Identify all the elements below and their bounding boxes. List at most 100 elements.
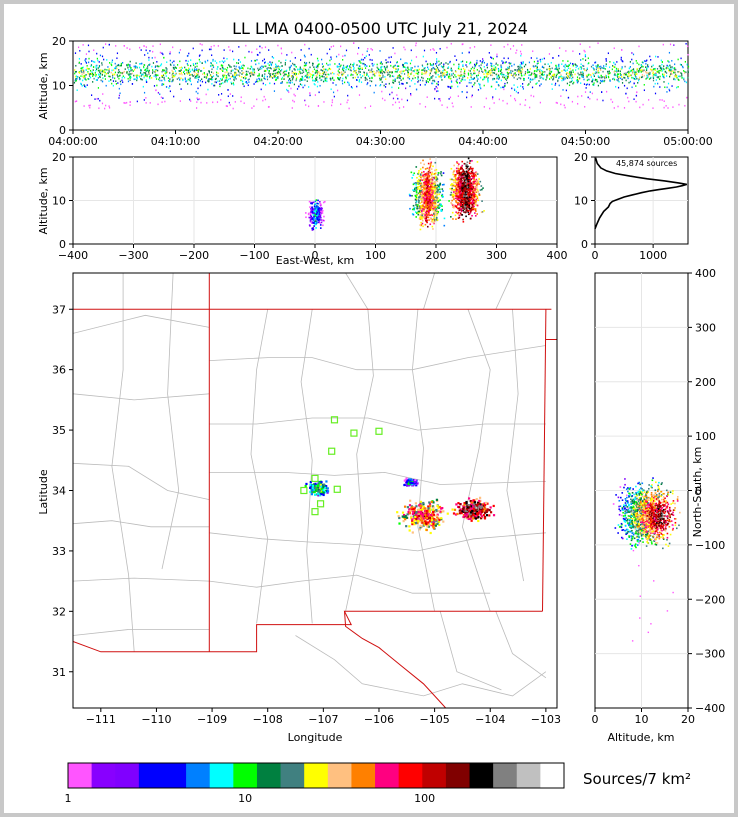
source-point: [232, 107, 234, 110]
source-point: [634, 75, 637, 77]
source-point: [674, 63, 676, 66]
source-point: [415, 199, 418, 202]
source-point: [422, 194, 425, 197]
source-point: [221, 79, 223, 81]
source-point: [139, 63, 141, 65]
source-point: [584, 55, 587, 58]
source-point: [567, 72, 569, 75]
source-point: [549, 68, 551, 71]
source-point: [495, 62, 497, 65]
source-point: [167, 77, 170, 79]
source-point: [420, 224, 422, 227]
source-point: [648, 73, 651, 76]
source-point: [435, 198, 437, 201]
source-point: [604, 79, 606, 82]
source-point: [602, 79, 604, 82]
source-point: [327, 64, 329, 66]
source-point: [437, 185, 440, 188]
source-point: [190, 59, 192, 61]
source-point: [493, 67, 495, 70]
source-point: [631, 86, 633, 89]
source-point: [313, 225, 315, 227]
source-point: [449, 178, 452, 181]
source-point: [421, 69, 423, 72]
source-point: [260, 78, 263, 81]
source-point: [421, 64, 423, 67]
source-point: [567, 96, 570, 99]
source-point: [466, 96, 468, 99]
source-point: [359, 73, 361, 76]
source-point: [640, 66, 643, 68]
source-point: [353, 63, 355, 66]
source-point: [301, 75, 303, 78]
source-point: [77, 46, 80, 49]
source-point: [441, 184, 444, 186]
source-point: [145, 46, 147, 48]
source-point: [437, 189, 439, 191]
source-point: [433, 198, 435, 201]
source-point: [435, 51, 438, 54]
source-point: [589, 91, 591, 93]
source-point: [601, 76, 603, 79]
source-point: [415, 195, 417, 197]
source-point: [256, 59, 258, 61]
source-point: [575, 64, 577, 66]
source-point: [330, 79, 332, 81]
source-point: [533, 72, 535, 75]
source-point: [478, 178, 480, 180]
source-point: [433, 199, 435, 202]
source-point: [298, 73, 300, 75]
source-point: [482, 58, 484, 60]
source-point: [344, 71, 346, 73]
source-point: [435, 168, 438, 171]
source-point: [427, 213, 430, 215]
source-point: [493, 102, 495, 104]
source-point: [471, 199, 474, 202]
source-point: [369, 105, 372, 107]
source-point: [449, 60, 451, 63]
source-point: [658, 65, 660, 68]
source-point: [507, 66, 509, 69]
source-point: [518, 77, 520, 79]
source-point: [550, 61, 552, 64]
source-point: [180, 69, 182, 71]
source-point: [475, 210, 477, 212]
source-point: [145, 79, 147, 81]
source-point: [423, 187, 425, 189]
source-point: [468, 174, 470, 177]
source-point: [424, 179, 427, 181]
source-point: [164, 100, 166, 103]
source-point: [424, 175, 426, 178]
source-point: [466, 172, 469, 175]
source-point: [108, 105, 110, 107]
source-point: [466, 85, 468, 87]
source-point: [429, 72, 431, 75]
source-point: [454, 55, 456, 57]
source-point: [431, 182, 433, 185]
source-point: [428, 178, 431, 181]
source-point: [284, 62, 286, 64]
source-point: [145, 73, 147, 75]
source-point: [627, 71, 629, 74]
source-point: [655, 74, 658, 76]
source-point: [88, 75, 91, 77]
source-point: [417, 183, 419, 185]
source-point: [316, 214, 319, 216]
source-point: [424, 71, 426, 74]
source-point: [460, 199, 463, 201]
source-point: [226, 57, 228, 60]
source-point: [683, 78, 685, 81]
source-point: [275, 77, 277, 79]
source-point: [407, 66, 409, 69]
source-point: [239, 67, 241, 70]
source-point: [643, 74, 645, 77]
source-point: [634, 72, 636, 75]
source-point: [183, 73, 186, 75]
source-point: [658, 78, 661, 80]
source-point: [599, 67, 602, 70]
source-point: [357, 76, 359, 79]
source-point: [315, 205, 318, 208]
source-point: [455, 187, 458, 189]
source-point: [595, 68, 597, 71]
source-point: [496, 81, 498, 84]
